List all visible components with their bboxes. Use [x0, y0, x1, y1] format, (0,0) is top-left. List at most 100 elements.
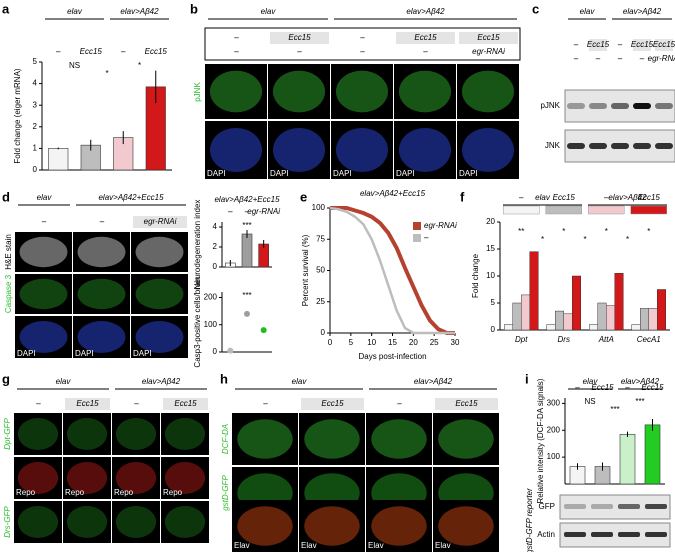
- dot: [227, 347, 234, 354]
- dapi: DAPI: [207, 169, 226, 178]
- rnai-label: egr-RNAi: [472, 47, 505, 56]
- band: [611, 103, 629, 109]
- category-label: Ecc15: [591, 383, 614, 392]
- y-tick-label: 2: [213, 242, 218, 251]
- legend-label: egr-RNAi: [424, 221, 457, 230]
- blot-label: JNK: [545, 141, 561, 150]
- micrograph-tissue: [371, 419, 427, 459]
- dapi: DAPI: [133, 349, 152, 358]
- rnai-label: –: [359, 47, 365, 56]
- row-label: gstD-GFP: [221, 475, 230, 511]
- band: [618, 504, 640, 509]
- band: [645, 532, 667, 537]
- y-tick-label: 2: [33, 122, 38, 131]
- cond-shade: [459, 32, 518, 44]
- annotation: *: [647, 227, 650, 236]
- micrograph-tissue: [17, 418, 59, 450]
- panel-letter: b: [190, 1, 198, 16]
- micrograph-tissue: [66, 418, 108, 450]
- y-tick-label: 4: [33, 79, 38, 88]
- dapi: DAPI: [75, 349, 94, 358]
- dapi: DAPI: [270, 169, 289, 178]
- panel-letter: a: [2, 1, 10, 16]
- color-key: [588, 205, 625, 215]
- bar: [48, 148, 69, 171]
- micrograph-tissue: [115, 418, 157, 450]
- series-label: –: [518, 193, 524, 202]
- dapi: DAPI: [459, 169, 478, 178]
- micrograph-tissue: [115, 462, 157, 494]
- condition-label: –: [262, 399, 268, 408]
- y-tick-label: 5: [33, 57, 38, 66]
- series-label: Ecc15: [638, 193, 661, 202]
- group-label: elav: [261, 7, 277, 16]
- bar: [563, 313, 573, 331]
- x-tick-label: 15: [388, 338, 397, 347]
- y-tick-label: 15: [486, 244, 495, 253]
- micrograph-tissue: [438, 506, 494, 546]
- condition-label: –: [133, 399, 139, 408]
- micrograph-tissue: [335, 127, 389, 173]
- group-label: elav: [583, 377, 599, 386]
- micrograph-tissue: [461, 127, 515, 173]
- category-label: –: [55, 47, 61, 56]
- counter-stain: Elav: [301, 541, 317, 550]
- bar: [648, 308, 658, 331]
- survival-line: [329, 206, 455, 335]
- micrograph-tissue: [77, 236, 126, 268]
- panel-letter: i: [525, 371, 529, 386]
- y-tick-label: 200: [547, 425, 561, 434]
- category-label: Ecc15: [80, 47, 103, 56]
- rnai-label: –: [296, 47, 302, 56]
- micrograph-tissue: [209, 127, 263, 173]
- micrograph-tissue: [66, 462, 108, 494]
- condition-label: Ecc15: [321, 399, 344, 408]
- dot: [260, 327, 267, 334]
- micrograph-tissue: [237, 506, 293, 546]
- cond-shade: [633, 39, 651, 51]
- counter-stain: Repo: [163, 488, 183, 497]
- x-tick-label: 30: [451, 338, 460, 347]
- micrograph-tissue: [335, 70, 389, 113]
- condition-label: Ecc15: [653, 40, 675, 49]
- micrograph-tissue: [135, 236, 184, 268]
- micrograph-tissue: [164, 418, 206, 450]
- y-tick-label: 300: [547, 398, 561, 407]
- cond-shade: [589, 39, 607, 51]
- condition-label: Ecc15: [414, 33, 437, 42]
- rnai-label: –: [233, 47, 239, 56]
- panel-letter: g: [2, 371, 10, 386]
- group-label: elav>Aβ42+Ecc15: [98, 193, 164, 202]
- group-label: elav: [292, 377, 308, 386]
- y-tick-label: 100: [547, 452, 561, 461]
- y-axis-label: Casp3-positive cells/brain: [193, 276, 202, 367]
- band: [564, 532, 586, 537]
- micrograph-tissue: [77, 321, 126, 353]
- y-tick-label: 1: [33, 144, 38, 153]
- micrograph-tissue: [19, 236, 68, 268]
- y-tick-label: 25: [316, 297, 325, 306]
- group-label: elav>Aβ42: [142, 377, 181, 386]
- condition-label: Ecc15: [455, 399, 478, 408]
- band: [618, 532, 640, 537]
- y-tick-label: 0: [321, 328, 326, 337]
- row-label: Caspase 3: [4, 274, 13, 313]
- row-label: Drs-GFP: [3, 506, 12, 538]
- blot-label: pJNK: [540, 101, 560, 110]
- annotation: **: [518, 227, 524, 236]
- group-label: elav>Aβ42: [414, 377, 453, 386]
- micrograph-tissue: [17, 506, 59, 538]
- legend-swatch: [413, 234, 421, 242]
- y-tick-label: 200: [204, 293, 218, 302]
- cond-shade: [396, 32, 455, 44]
- y-tick-label: 0: [213, 347, 218, 356]
- legend-swatch: [413, 222, 421, 230]
- reporter-label: gstD-GFP reporter: [525, 488, 534, 552]
- annotation: *: [605, 227, 608, 236]
- rnai-label: –: [422, 47, 428, 56]
- panel-letter: e: [300, 189, 307, 204]
- group-label: elav: [580, 7, 596, 16]
- category-label: –: [227, 207, 233, 216]
- bar: [504, 324, 513, 331]
